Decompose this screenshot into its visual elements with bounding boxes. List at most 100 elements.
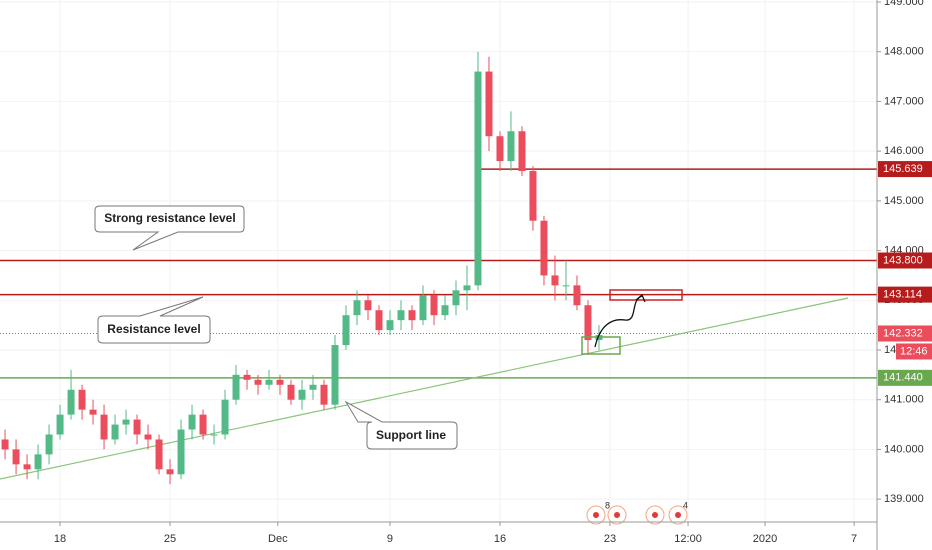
y-tick-label: 148.000 — [884, 46, 924, 58]
event-markers: 8 4 — [586, 500, 688, 525]
candle-body — [287, 384, 295, 400]
candle-body — [386, 320, 394, 331]
callout: Resistance level — [97, 296, 211, 344]
candle-body — [12, 449, 20, 465]
event-count: 4 — [683, 500, 688, 510]
y-tick-label: 147.000 — [884, 95, 924, 107]
x-tick-label: 25 — [164, 533, 176, 545]
candle-body — [34, 454, 42, 470]
x-tick-label: Dec — [268, 533, 288, 545]
candle-body — [23, 464, 31, 470]
candle-body — [540, 220, 548, 276]
candle-body — [364, 300, 372, 311]
candle-body — [144, 434, 152, 440]
candle-body — [199, 414, 207, 435]
candle-body — [452, 290, 460, 306]
candle-body — [111, 424, 119, 440]
event-dot — [614, 512, 620, 518]
candle-body — [177, 429, 185, 475]
x-tick-label: 2020 — [753, 533, 777, 545]
y-tick-label: 140.000 — [884, 443, 924, 455]
candle-body — [353, 300, 361, 316]
candles — [1, 51, 603, 485]
candle-body — [298, 389, 306, 400]
candle-body — [441, 305, 449, 316]
event-dot — [652, 512, 658, 518]
candle-body — [584, 305, 592, 341]
candle-body — [430, 295, 438, 316]
support-trendline — [0, 297, 849, 480]
event-dot — [675, 512, 681, 518]
x-tick-label: 23 — [604, 533, 616, 545]
target-box — [609, 289, 683, 301]
candle-body — [518, 131, 526, 172]
levels — [0, 168, 877, 379]
candle-body — [397, 310, 405, 321]
candle-body — [265, 379, 273, 385]
candle-body — [122, 419, 130, 425]
callout: Support line — [344, 400, 458, 450]
candle-body — [188, 414, 196, 430]
candle-body — [45, 434, 53, 455]
level-label: 141.440 — [883, 372, 923, 384]
candle-body — [320, 384, 328, 405]
level-label: 143.800 — [883, 254, 923, 266]
x-tick-label: 9 — [387, 533, 393, 545]
last-price-label-bg — [878, 325, 932, 342]
candle-body — [419, 295, 427, 321]
x-tick-label: 7 — [851, 533, 857, 545]
candle-body — [1, 439, 9, 450]
level-label: 143.114 — [883, 289, 922, 301]
callout-box — [97, 296, 211, 344]
callout-box — [94, 205, 245, 251]
countdown-bg — [896, 343, 932, 360]
candle-body — [408, 310, 416, 321]
candle-body — [485, 71, 493, 137]
candle-body — [100, 414, 108, 440]
level-label: 145.639 — [883, 163, 923, 175]
callout-text: Support line — [376, 428, 446, 442]
callout-text: Resistance level — [107, 322, 200, 336]
candle-body — [496, 136, 504, 162]
candle-body — [232, 374, 240, 400]
candle-body — [155, 439, 163, 470]
arrow-head — [635, 293, 646, 303]
candle-body — [89, 409, 97, 415]
y-tick-label: 141.000 — [884, 394, 924, 406]
x-tick-label: 18 — [54, 533, 66, 545]
level-label-bg — [878, 286, 932, 303]
y-tick-label: 146.000 — [884, 145, 924, 157]
y-tick-label: 145.000 — [884, 195, 924, 207]
event-dot — [593, 512, 599, 518]
candle-body — [254, 379, 262, 385]
level-label-bg — [878, 161, 932, 178]
level-label-bg — [878, 252, 932, 269]
candle-body — [210, 434, 218, 436]
candle-body — [375, 310, 383, 331]
candle-body — [133, 419, 141, 435]
candle-body — [474, 71, 482, 286]
x-tick-label: 12:00 — [674, 533, 702, 545]
callout: Strong resistance level — [94, 205, 245, 251]
callout-box — [344, 400, 458, 450]
callout-text: Strong resistance level — [104, 211, 235, 225]
candle-body — [551, 275, 559, 286]
candle-body — [342, 315, 350, 346]
y-tick-label: 149.000 — [884, 0, 924, 8]
candle-body — [221, 399, 229, 435]
event-count: 8 — [605, 500, 610, 510]
y-tick-label: 139.000 — [884, 493, 924, 505]
candle-body — [78, 389, 86, 410]
candle-body — [276, 379, 284, 385]
x-tick-label: 16 — [494, 533, 506, 545]
candle-body — [166, 469, 174, 475]
candle-body — [529, 171, 537, 221]
candle-body — [507, 131, 515, 162]
last-price-label: 142.332 — [883, 327, 923, 339]
candle-body — [331, 345, 339, 405]
candle-body — [562, 285, 570, 287]
projection-arrow — [594, 295, 643, 348]
candle-body — [67, 389, 75, 415]
